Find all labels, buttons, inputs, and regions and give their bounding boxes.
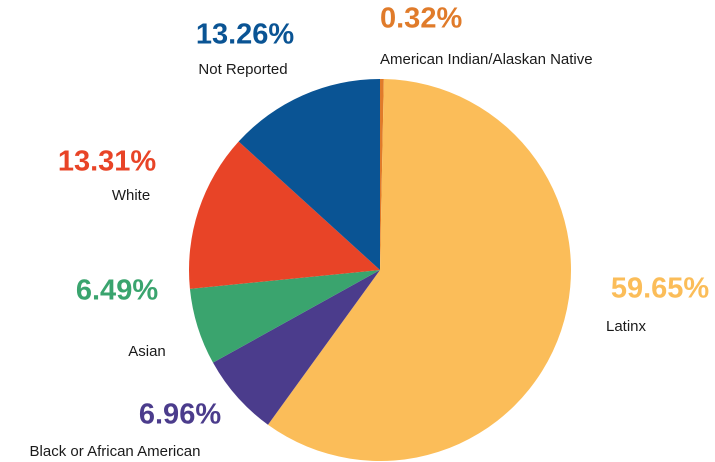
pie-slice: [189, 141, 380, 289]
slice-value-label: 6.49%: [76, 275, 158, 307]
slice-name-label: Black or African American: [30, 443, 201, 460]
slice-name-label: Not Reported: [198, 61, 287, 78]
slice-name-label: Asian: [128, 343, 166, 360]
pie-slice: [189, 270, 380, 363]
slice-value-label: 0.32%: [380, 3, 462, 35]
slice-value-label: 59.65%: [611, 273, 710, 305]
pie-slice: [267, 79, 571, 461]
pie-slice: [380, 79, 384, 270]
slice-name-label: American Indian/Alaskan Native: [380, 51, 593, 68]
slice-value-label: 13.31%: [58, 146, 157, 178]
slice-value-label: 6.96%: [139, 399, 221, 431]
slice-name-label: Latinx: [606, 318, 647, 335]
pie-slice: [212, 270, 380, 425]
pie-slice: [238, 79, 380, 270]
slice-name-label: White: [112, 187, 150, 204]
slice-value-label: 13.26%: [196, 19, 295, 51]
